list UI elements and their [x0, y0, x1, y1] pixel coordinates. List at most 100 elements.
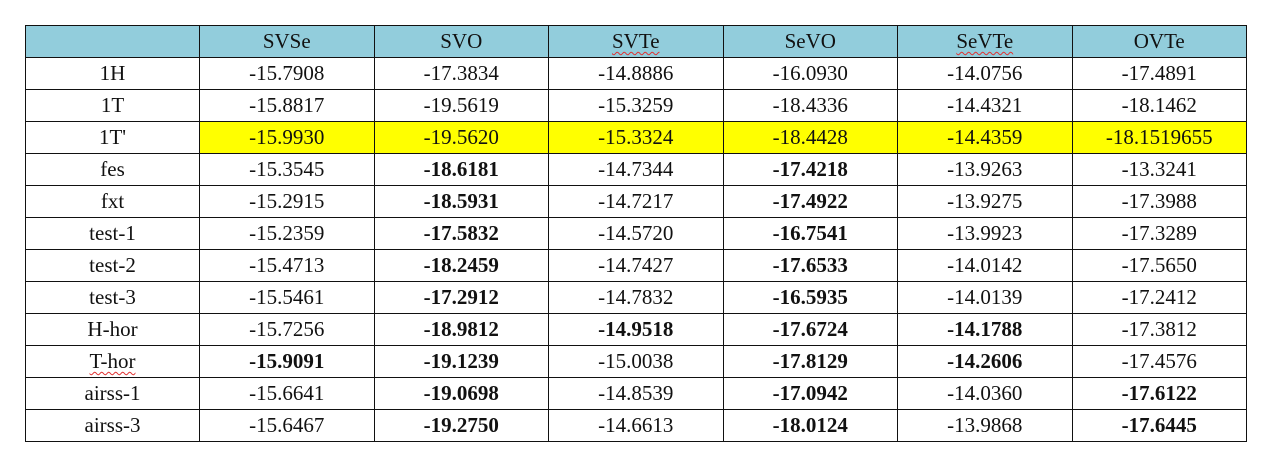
- row-label-cell: 1H: [25, 57, 200, 90]
- row-label: test-3: [89, 285, 136, 309]
- value-cell: -15.3324: [548, 121, 724, 154]
- value-cell: -16.5935: [722, 281, 898, 314]
- table-row: airss-3 -15.6467 -19.2750 -14.6613 -18.0124-…: [25, 409, 1247, 442]
- row-label: airss-3: [84, 413, 141, 437]
- value-cell: -17.2412: [1071, 281, 1247, 314]
- row-label: test-2: [89, 253, 136, 277]
- row-label: H-hor: [87, 317, 138, 341]
- energy-table-container: SVSe SVO SVTe SeVO SeVTe OVTe 1H -15.7908…: [25, 25, 1247, 442]
- value-cell: -15.2915: [199, 185, 375, 218]
- row-label: T-hor: [89, 349, 136, 373]
- row-label-cell: 1T': [25, 121, 200, 154]
- table-row: airss-1 -15.6641 -19.0698 -14.8539 -17.0942-…: [25, 377, 1247, 410]
- value-cell: -18.0124: [722, 409, 898, 442]
- row-label: fes: [100, 157, 125, 181]
- row-label-cell: T-hor: [25, 345, 200, 378]
- header-row: SVSe SVO SVTe SeVO SeVTe OVTe: [25, 25, 1247, 58]
- table-row: test-1 -15.2359 -17.5832 -14.5720 -16.7541 -1…: [25, 217, 1247, 250]
- row-label-cell: airss-3: [25, 409, 200, 442]
- header-cell-corner: [25, 25, 200, 58]
- value-cell: -19.1239: [373, 345, 549, 378]
- row-label: 1T': [98, 125, 127, 149]
- header-cell-sevte: SeVTe: [897, 25, 1073, 58]
- value-cell: -18.4428: [722, 121, 898, 154]
- energy-table: SVSe SVO SVTe SeVO SeVTe OVTe 1H -15.7908…: [25, 25, 1247, 442]
- value-cell: -14.7832: [548, 281, 724, 314]
- value-cell: -19.0698: [373, 377, 549, 410]
- value-cell: -17.0942: [722, 377, 898, 410]
- value-cell: -15.5461: [199, 281, 375, 314]
- value-cell: -17.5650: [1071, 249, 1247, 282]
- value-cell: -14.7427: [548, 249, 724, 282]
- value-cell: -14.4359: [897, 121, 1073, 154]
- value-cell: -19.5619: [373, 89, 549, 122]
- value-cell: -19.5620: [373, 121, 549, 154]
- value-cell: -14.0139: [897, 281, 1073, 314]
- header-cell-svte: SVTe: [548, 25, 724, 58]
- value-cell: -17.6533: [722, 249, 898, 282]
- table-body: 1H -15.7908 -17.3834 -14.8886 -16.0930 -14.07…: [25, 57, 1247, 442]
- value-cell: -17.5832: [373, 217, 549, 250]
- header-cell-ovte: OVTe: [1071, 25, 1247, 58]
- table-row: test-2 -15.4713 -18.2459 -14.7427 -17.6533 -1…: [25, 249, 1247, 282]
- value-cell: -16.0930: [722, 57, 898, 90]
- table-row: fes -15.3545 -18.6181 -14.7344 -17.4218 -13.9…: [25, 153, 1247, 186]
- value-cell: -15.4713: [199, 249, 375, 282]
- table-row: test-3 -15.5461 -17.2912 -14.7832 -16.5935 -1…: [25, 281, 1247, 314]
- value-cell: -14.7217: [548, 185, 724, 218]
- value-cell: -18.6181: [373, 153, 549, 186]
- row-label-cell: fes: [25, 153, 200, 186]
- value-cell: -14.5720: [548, 217, 724, 250]
- header-cell-sevo: SeVO: [722, 25, 898, 58]
- value-cell: -14.1788: [897, 313, 1073, 346]
- value-cell: -13.9923: [897, 217, 1073, 250]
- value-cell: -14.6613: [548, 409, 724, 442]
- value-cell: -18.9812: [373, 313, 549, 346]
- value-cell: -16.7541: [722, 217, 898, 250]
- value-cell: -15.2359: [199, 217, 375, 250]
- value-cell: -17.6122: [1071, 377, 1247, 410]
- header-cell-svse: SVSe: [199, 25, 375, 58]
- value-cell: -14.4321: [897, 89, 1073, 122]
- header-label: SeVO: [784, 29, 836, 53]
- row-label-cell: test-2: [25, 249, 200, 282]
- value-cell: -14.7344: [548, 153, 724, 186]
- value-cell: -13.9868: [897, 409, 1073, 442]
- value-cell: -13.9275: [897, 185, 1073, 218]
- value-cell: -19.2750: [373, 409, 549, 442]
- table-row: fxt -15.2915 -18.5931 -14.7217 -17.4922 -13.9…: [25, 185, 1247, 218]
- value-cell: -14.2606: [897, 345, 1073, 378]
- value-cell: -15.3545: [199, 153, 375, 186]
- header-label: SVO: [440, 29, 483, 53]
- value-cell: -14.9518: [548, 313, 724, 346]
- table-row: 1H -15.7908 -17.3834 -14.8886 -16.0930 -14.07…: [25, 57, 1247, 90]
- value-cell: -14.8539: [548, 377, 724, 410]
- value-cell: -17.6445: [1071, 409, 1247, 442]
- value-cell: -17.4218: [722, 153, 898, 186]
- value-cell: -18.1519655: [1071, 121, 1247, 154]
- value-cell: -17.3289: [1071, 217, 1247, 250]
- value-cell: -18.5931: [373, 185, 549, 218]
- row-label: 1T: [100, 93, 125, 117]
- value-cell: -15.0038: [548, 345, 724, 378]
- row-label-cell: fxt: [25, 185, 200, 218]
- value-cell: -14.0142: [897, 249, 1073, 282]
- row-label: 1H: [99, 61, 126, 85]
- table-row: T-hor -15.9091 -19.1239 -15.0038 -17.8129 -14…: [25, 345, 1247, 378]
- row-label-cell: test-1: [25, 217, 200, 250]
- value-cell: -15.8817: [199, 89, 375, 122]
- table-row: 1T' -15.9930 -19.5620 -15.3324 -18.4428 -14.4…: [25, 121, 1247, 154]
- table-row: H-hor -15.7256 -18.9812 -14.9518 -17.6724 -14…: [25, 313, 1247, 346]
- value-cell: -15.6467: [199, 409, 375, 442]
- value-cell: -17.3812: [1071, 313, 1247, 346]
- header-label: SVSe: [262, 29, 311, 53]
- value-cell: -18.4336: [722, 89, 898, 122]
- value-cell: -17.6724: [722, 313, 898, 346]
- row-label-cell: test-3: [25, 281, 200, 314]
- value-cell: -17.4891: [1071, 57, 1247, 90]
- value-cell: -14.0360: [897, 377, 1073, 410]
- value-cell: -18.1462: [1071, 89, 1247, 122]
- value-cell: -13.9263: [897, 153, 1073, 186]
- row-label-cell: H-hor: [25, 313, 200, 346]
- value-cell: -17.3834: [373, 57, 549, 90]
